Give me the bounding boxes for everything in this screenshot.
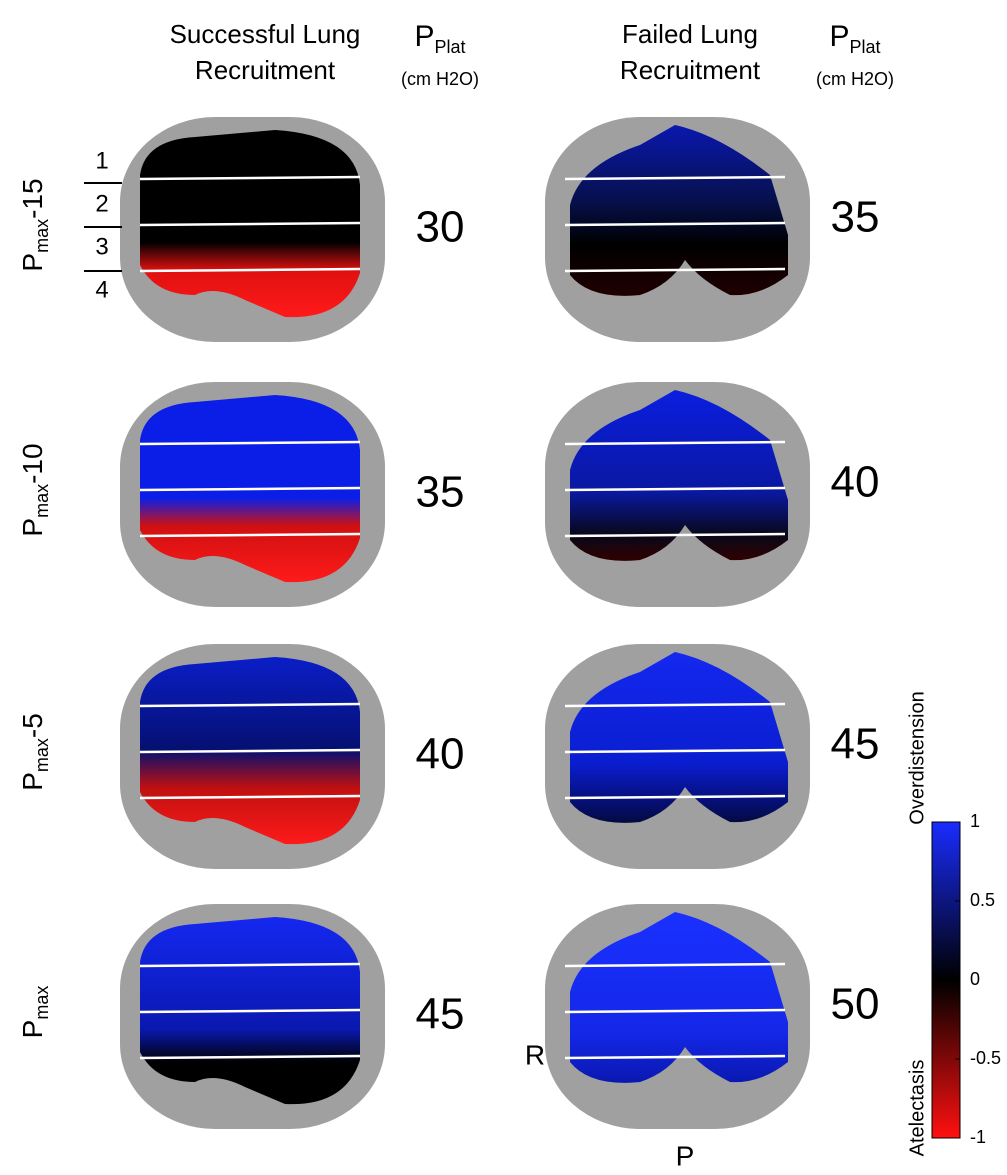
- column-title: Recruitment: [195, 55, 336, 85]
- pressure-main: P: [829, 20, 849, 53]
- lung-image: [570, 390, 788, 561]
- zone-line: [564, 794, 786, 800]
- colorbar-tick-label: -0.5: [970, 1048, 1001, 1068]
- zone-line: [564, 486, 786, 492]
- lung-image: [570, 912, 788, 1083]
- row-label-main: P: [17, 772, 48, 791]
- pressure-unit: (cm H2O): [816, 69, 894, 89]
- colorbar-tick-label: 0.5: [970, 890, 995, 910]
- pressure-main: P: [414, 20, 434, 53]
- colorbar-tick-label: 0: [970, 969, 980, 989]
- column-title: Successful Lung: [170, 19, 361, 49]
- zone-line: [139, 962, 361, 968]
- orientation-posterior: P: [676, 1140, 695, 1171]
- pressure-value: 50: [831, 980, 880, 1029]
- panels: [120, 117, 810, 1129]
- row-label-main: P: [17, 518, 48, 537]
- zone-line: [139, 440, 361, 446]
- row-label: Pmax-15: [17, 178, 51, 271]
- colorbar-top-label: Overdistension: [906, 691, 928, 824]
- zone-line: [564, 702, 786, 708]
- pressure-value: 35: [416, 468, 465, 517]
- pressure-unit: (cm H2O): [401, 69, 479, 89]
- pressure-value: 35: [831, 193, 880, 242]
- row-label: Pmax: [17, 986, 51, 1039]
- pressure-sub: Plat: [849, 37, 880, 57]
- row-label-sub: max: [32, 738, 52, 772]
- pressure-value: 45: [831, 720, 880, 769]
- zone-line: [139, 267, 361, 273]
- row-label-suffix: -5: [17, 713, 48, 738]
- row-label-main: P: [17, 253, 48, 272]
- colorbar-bottom-label: Atelectasis: [906, 1060, 928, 1157]
- zone-line: [564, 1008, 786, 1014]
- pressure-header: PPlat: [829, 20, 880, 57]
- zone-line: [564, 440, 786, 446]
- zone-line: [139, 532, 361, 538]
- zone-line: [139, 702, 361, 708]
- lung-image: [570, 652, 788, 823]
- row-label-sub: max: [32, 219, 52, 253]
- zone-line: [139, 1054, 361, 1060]
- zone-line: [139, 1008, 361, 1014]
- pressure-value: 30: [416, 203, 465, 252]
- zone-line: [564, 532, 786, 538]
- zone-label: 3: [95, 233, 108, 260]
- row-label: Pmax-5: [17, 713, 51, 791]
- colorbar-tick-label: 1: [970, 811, 980, 831]
- zone-line: [564, 748, 786, 754]
- row-label-suffix: -10: [17, 443, 48, 483]
- zone-line: [139, 794, 361, 800]
- zone-line: [564, 962, 786, 968]
- pressure-sub: Plat: [434, 37, 465, 57]
- orientation-right: R: [525, 1039, 545, 1070]
- zone-label: 2: [95, 190, 108, 217]
- zone-line: [564, 221, 786, 227]
- column-title: Failed Lung: [622, 19, 758, 49]
- pressure-value: 45: [416, 990, 465, 1039]
- zone-line: [139, 748, 361, 754]
- row-label-main: P: [17, 1020, 48, 1039]
- row-label-sub: max: [32, 484, 52, 518]
- colorbar-tick-label: -1: [970, 1127, 986, 1147]
- zone-line: [139, 221, 361, 227]
- zone-label: 4: [95, 276, 108, 303]
- column-title: Recruitment: [620, 55, 761, 85]
- lung-image: [570, 125, 788, 296]
- pressure-header: PPlat: [414, 20, 465, 57]
- row-label-suffix: -15: [17, 178, 48, 218]
- zone-line: [139, 486, 361, 492]
- pressure-value: 40: [831, 458, 880, 507]
- zone-label: 1: [95, 147, 108, 174]
- zone-line: [564, 175, 786, 181]
- row-label-sub: max: [32, 986, 52, 1020]
- row-label: Pmax-10: [17, 443, 51, 536]
- zone-line: [564, 1054, 786, 1060]
- zone-line: [139, 175, 361, 181]
- pressure-value: 40: [416, 730, 465, 779]
- zone-line: [564, 267, 786, 273]
